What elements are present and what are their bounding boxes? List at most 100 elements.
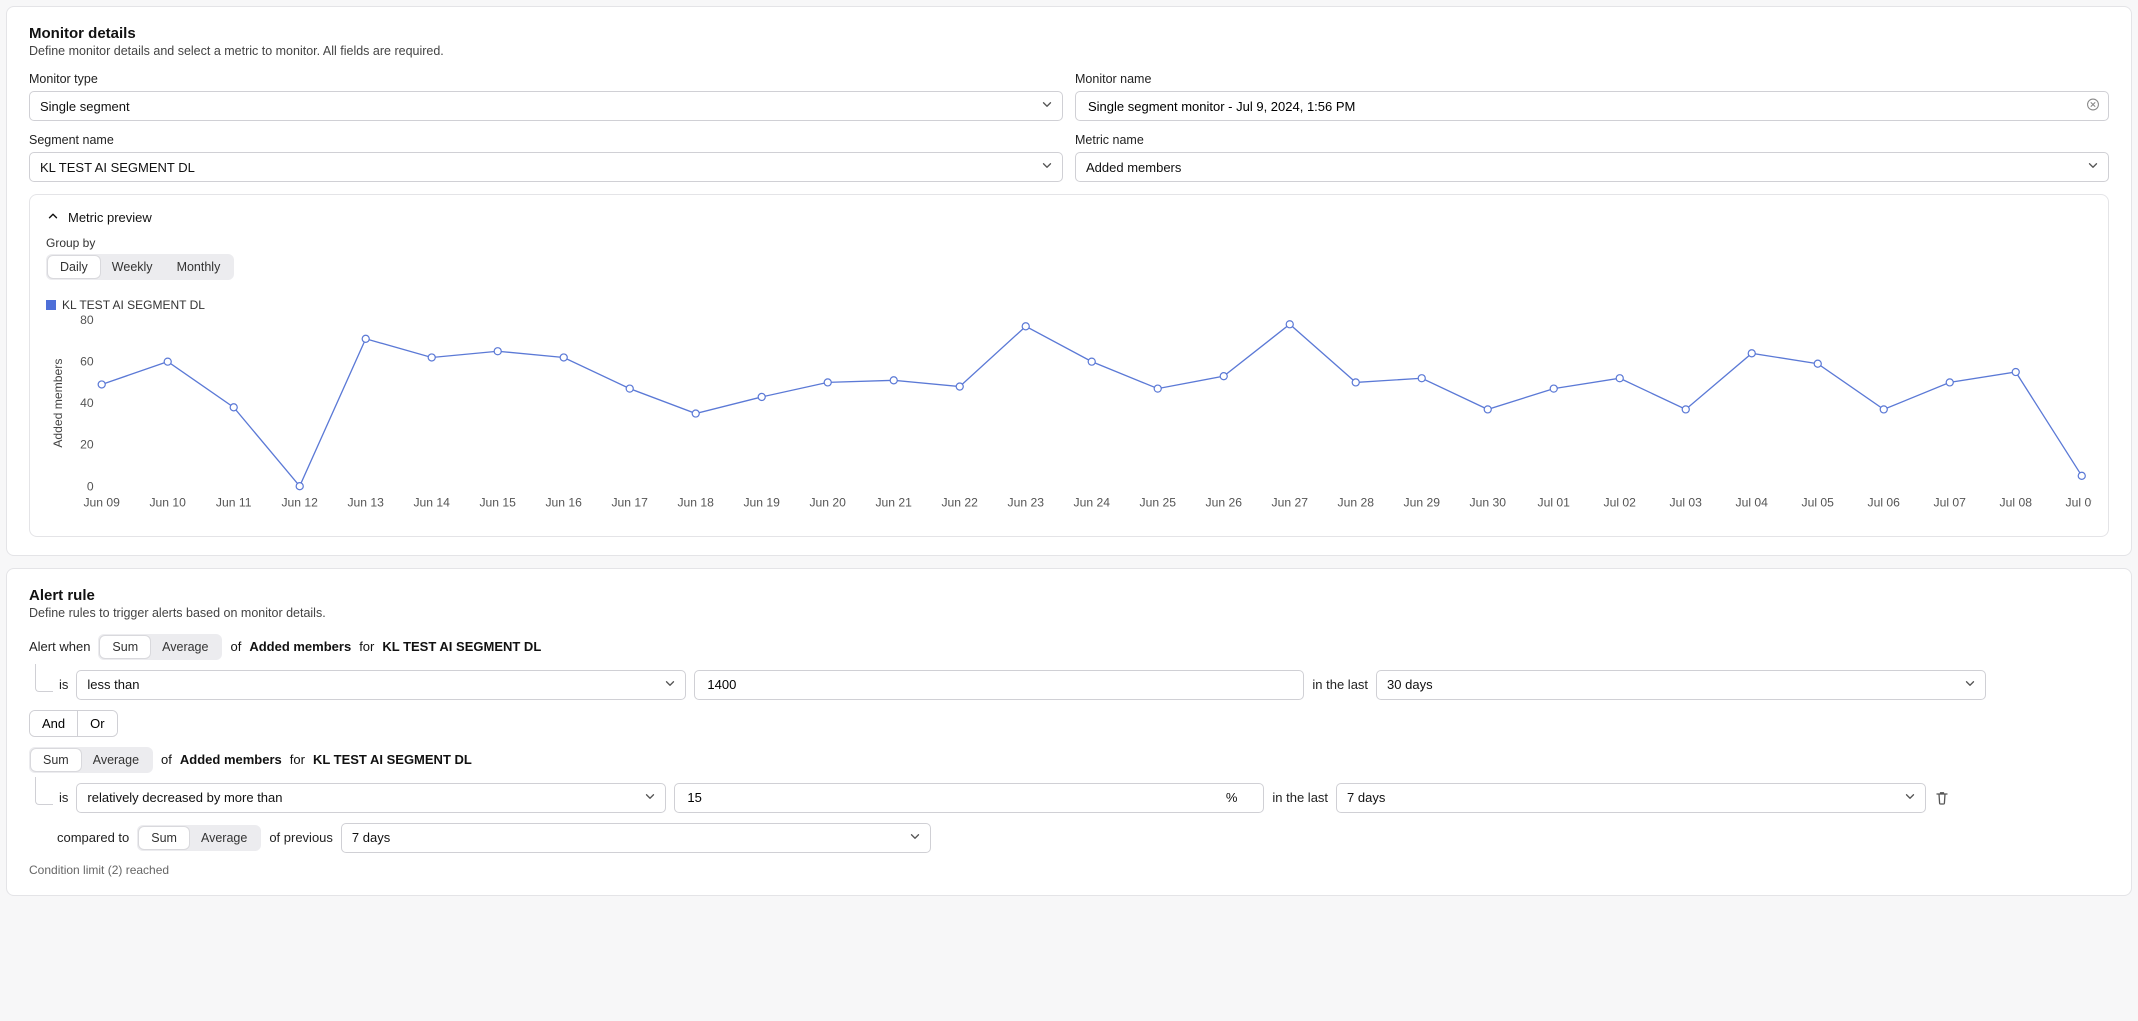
- monitor-name-input[interactable]: [1075, 91, 2109, 121]
- metric-name-select[interactable]: Added members: [1075, 152, 2109, 182]
- monitor-type-select[interactable]: Single segment: [29, 91, 1063, 121]
- groupby-segmented: DailyWeeklyMonthly: [46, 254, 234, 280]
- clear-icon[interactable]: [2086, 98, 2100, 115]
- alert-rule-title: Alert rule: [29, 587, 2109, 604]
- and-or-toggle: And Or: [29, 710, 118, 737]
- svg-text:Jun 25: Jun 25: [1140, 495, 1177, 509]
- cond1-window-select[interactable]: 30 days: [1376, 670, 1986, 700]
- combiner-row: And Or: [29, 710, 2109, 737]
- metric-preview-panel: Metric preview Group by DailyWeeklyMonth…: [29, 194, 2109, 537]
- cond2-threshold-input[interactable]: %: [674, 783, 1264, 813]
- for-label: for: [290, 752, 305, 767]
- svg-text:Jun 29: Jun 29: [1404, 495, 1441, 509]
- svg-text:Jun 27: Jun 27: [1272, 495, 1309, 509]
- cond2-sum-button[interactable]: Sum: [31, 749, 81, 771]
- and-button[interactable]: And: [30, 711, 77, 736]
- cond2-average-button[interactable]: Average: [81, 749, 151, 771]
- condition1-row: is less than in the last 30 days: [29, 670, 2109, 700]
- condition2-header: Sum Average of Added members for KL TEST…: [29, 747, 2109, 773]
- for-label: for: [359, 639, 374, 654]
- cond1-segment-ref: KL TEST AI SEGMENT DL: [382, 639, 541, 654]
- svg-text:Jun 20: Jun 20: [809, 495, 846, 509]
- svg-text:Jun 16: Jun 16: [545, 495, 582, 509]
- cond2-prev-agg-toggle: Sum Average: [137, 825, 261, 851]
- groupby-label: Group by: [46, 236, 2092, 250]
- chevron-down-icon: [2086, 159, 2100, 176]
- segment-name-label: Segment name: [29, 133, 1063, 147]
- segment-name-select[interactable]: KL TEST AI SEGMENT DL: [29, 152, 1063, 182]
- svg-text:Jun 10: Jun 10: [149, 495, 186, 509]
- metric-preview-toggle[interactable]: Metric preview: [46, 209, 2092, 226]
- cond1-sum-button[interactable]: Sum: [100, 636, 150, 658]
- svg-text:60: 60: [80, 355, 94, 369]
- alert-when-label: Alert when: [29, 639, 90, 654]
- svg-text:Jun 14: Jun 14: [413, 495, 450, 509]
- svg-text:Jul 04: Jul 04: [1736, 495, 1769, 509]
- condition-limit-note: Condition limit (2) reached: [29, 863, 2109, 877]
- of-label: of: [230, 639, 241, 654]
- svg-text:Jul 09: Jul 09: [2066, 495, 2092, 509]
- svg-text:Jul 07: Jul 07: [1934, 495, 1967, 509]
- chevron-down-icon: [908, 829, 922, 846]
- cond1-average-button[interactable]: Average: [150, 636, 220, 658]
- svg-text:Jun 09: Jun 09: [83, 495, 120, 509]
- chart-legend: KL TEST AI SEGMENT DL: [46, 298, 2092, 312]
- svg-text:Jul 08: Jul 08: [2000, 495, 2033, 509]
- svg-text:Jun 19: Jun 19: [743, 495, 780, 509]
- metric-name-label: Metric name: [1075, 133, 2109, 147]
- legend-swatch: [46, 300, 56, 310]
- cond1-comparator-select[interactable]: less than: [76, 670, 686, 700]
- cond1-metric-ref: Added members: [249, 639, 351, 654]
- svg-text:Jun 12: Jun 12: [281, 495, 318, 509]
- svg-text:80: 80: [80, 313, 94, 327]
- monitor-type-value: Single segment: [40, 99, 130, 114]
- or-button[interactable]: Or: [77, 711, 116, 736]
- condition1-header: Alert when Sum Average of Added members …: [29, 634, 2109, 660]
- metric-name-value: Added members: [1086, 160, 1181, 175]
- connector-line: [35, 777, 53, 805]
- groupby-daily-button[interactable]: Daily: [48, 256, 100, 278]
- legend-label: KL TEST AI SEGMENT DL: [62, 298, 205, 312]
- cond2-prev-window-select[interactable]: 7 days: [341, 823, 931, 853]
- connector-line: [35, 664, 53, 692]
- cond2-agg-toggle: Sum Average: [29, 747, 153, 773]
- chevron-down-icon: [643, 789, 657, 806]
- monitor-details-title: Monitor details: [29, 25, 2109, 42]
- svg-text:Jun 11: Jun 11: [216, 495, 252, 509]
- cond2-prev-sum-button[interactable]: Sum: [139, 827, 189, 849]
- monitor-name-field[interactable]: [1086, 98, 2078, 115]
- cond2-window-select[interactable]: 7 days: [1336, 783, 1926, 813]
- cond2-prev-window-value: 7 days: [352, 830, 390, 845]
- groupby-monthly-button[interactable]: Monthly: [165, 256, 233, 278]
- cond2-is-label: is: [59, 790, 68, 805]
- cond1-inlast-label: in the last: [1312, 677, 1368, 692]
- delete-condition-button[interactable]: [1934, 790, 1950, 806]
- svg-text:20: 20: [80, 438, 94, 452]
- monitor-details-subtitle: Define monitor details and select a metr…: [29, 44, 2109, 58]
- cond1-comparator-value: less than: [87, 677, 139, 692]
- cond2-inlast-label: in the last: [1272, 790, 1328, 805]
- chevron-down-icon: [1963, 676, 1977, 693]
- svg-text:Jun 15: Jun 15: [479, 495, 516, 509]
- svg-text:40: 40: [80, 396, 94, 410]
- cond1-window-value: 30 days: [1387, 677, 1433, 692]
- svg-text:Jul 06: Jul 06: [1868, 495, 1901, 509]
- svg-text:Jul 01: Jul 01: [1538, 495, 1571, 509]
- segment-name-value: KL TEST AI SEGMENT DL: [40, 160, 195, 175]
- svg-text:Jun 24: Jun 24: [1074, 495, 1111, 509]
- cond1-threshold-input[interactable]: [694, 670, 1304, 700]
- cond2-threshold-field[interactable]: [685, 789, 1225, 806]
- condition2-row: is relatively decreased by more than % i…: [29, 783, 2109, 813]
- alert-rule-subtitle: Define rules to trigger alerts based on …: [29, 606, 2109, 620]
- of-label: of: [161, 752, 172, 767]
- alert-rule-card: Alert rule Define rules to trigger alert…: [6, 568, 2132, 896]
- cond1-threshold-field[interactable]: [705, 676, 1293, 693]
- groupby-weekly-button[interactable]: Weekly: [100, 256, 165, 278]
- cond2-prev-average-button[interactable]: Average: [189, 827, 259, 849]
- cond2-comparator-select[interactable]: relatively decreased by more than: [76, 783, 666, 813]
- cond2-comparator-value: relatively decreased by more than: [87, 790, 282, 805]
- metric-preview-title: Metric preview: [68, 210, 152, 225]
- svg-text:Jun 28: Jun 28: [1338, 495, 1375, 509]
- svg-text:Jul 02: Jul 02: [1604, 495, 1637, 509]
- svg-text:Jun 30: Jun 30: [1470, 495, 1507, 509]
